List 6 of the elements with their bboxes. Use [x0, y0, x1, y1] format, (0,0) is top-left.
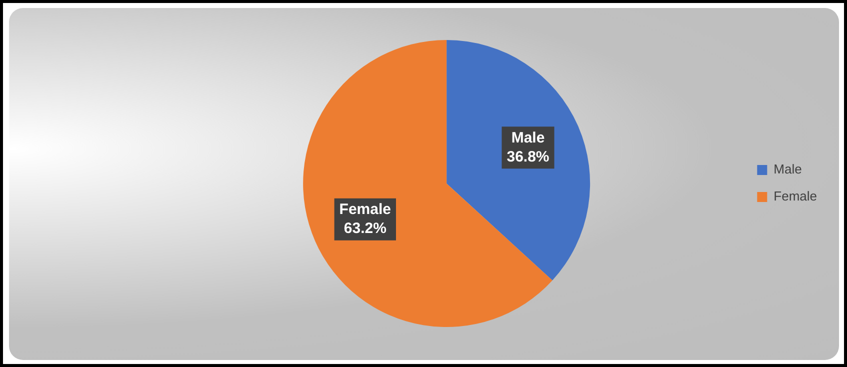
data-label: 36.8% [506, 148, 550, 166]
legend-label: Male [774, 162, 802, 177]
slice-label: Female [339, 200, 391, 218]
data-label: 63.2% [344, 220, 386, 237]
legend-label: Female [774, 188, 818, 204]
slice-label: Male [511, 129, 545, 146]
